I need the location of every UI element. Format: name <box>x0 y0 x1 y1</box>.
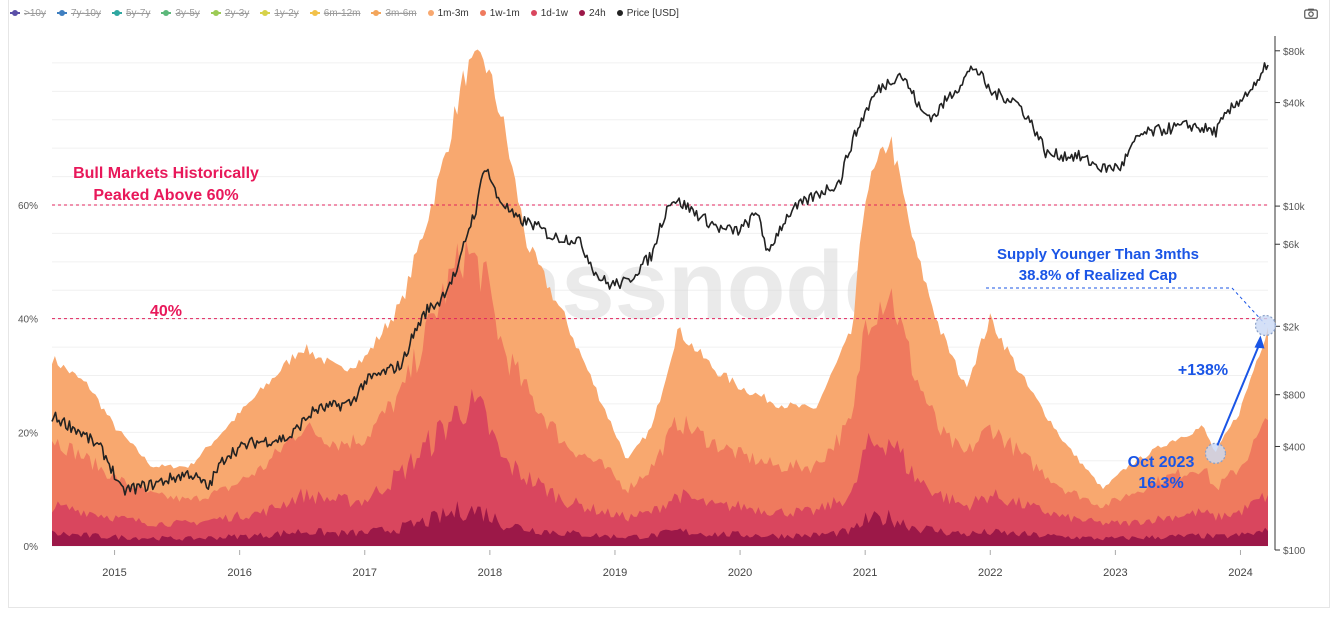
legend-label: 1d-1w <box>540 7 568 19</box>
legend-item[interactable]: 5y-7y <box>111 5 151 21</box>
legend-marker <box>161 10 172 16</box>
camera-icon[interactable] <box>1304 8 1318 19</box>
legend-item[interactable]: 1d-1w <box>530 5 568 21</box>
y-right-tick-label: $100 <box>1283 546 1306 557</box>
y-right-tick-label: $10k <box>1283 202 1306 213</box>
price-series <box>51 62 1269 496</box>
legend-marker <box>260 10 271 16</box>
annotation-change: +138% <box>1178 362 1228 379</box>
legend-marker <box>309 10 320 16</box>
marker-current <box>1254 314 1277 337</box>
legend-marker <box>616 10 623 16</box>
y-right-tick-label: $40k <box>1283 99 1306 110</box>
legend-marker <box>371 10 382 16</box>
annotations: Bull Markets Historically Peaked Above 60… <box>73 165 1277 492</box>
area-1w-1m <box>52 239 1268 546</box>
price-line <box>51 62 1269 496</box>
legend-label: Price [USD] <box>626 7 679 19</box>
y-right-tick-label: $80k <box>1283 47 1306 58</box>
legend-label: 1w-1m <box>489 7 520 19</box>
x-tick-label: 2023 <box>1103 567 1127 579</box>
y-left-tick-label: 60% <box>18 201 38 212</box>
annotation-oct-line1: Oct 2023 <box>1128 454 1195 471</box>
legend-label: >10y <box>24 7 46 19</box>
x-tick-label: 2018 <box>478 567 502 579</box>
legend-item[interactable]: 2y-3y <box>210 5 250 21</box>
legend-label: 2y-3y <box>224 7 250 19</box>
legend-item[interactable]: 3m-6m <box>371 5 417 21</box>
area-1d-1w <box>52 388 1268 546</box>
legend-label: 7y-10y <box>70 7 101 19</box>
legend-item[interactable]: 1w-1m <box>479 5 520 21</box>
legend-label: 6m-12m <box>323 7 361 19</box>
annotation-supply-line1: Supply Younger Than 3mths <box>997 246 1199 263</box>
legend-item[interactable]: 3y-5y <box>161 5 200 21</box>
area-1m-3m <box>52 49 1268 546</box>
legend-label: 24h <box>589 7 606 19</box>
reference-lines <box>52 204 1268 320</box>
legend-marker <box>530 10 537 16</box>
annotation-bull-line1: Bull Markets Historically <box>73 165 259 182</box>
legend-label: 3y-5y <box>175 7 200 19</box>
y-right-tick-label: $2k <box>1283 322 1300 333</box>
legend-marker <box>579 10 585 16</box>
legend-label: 1m-3m <box>437 7 469 19</box>
legend-item[interactable]: 24h <box>579 5 606 21</box>
legend-marker <box>10 10 20 16</box>
legend-label: 1y-2y <box>274 7 299 19</box>
legend-marker <box>479 10 486 16</box>
x-tick-label: 2019 <box>603 567 627 579</box>
legend-item[interactable]: Price [USD] <box>616 5 679 21</box>
annotation-bull-line2: Peaked Above 60% <box>93 187 238 204</box>
legend-marker <box>56 10 67 16</box>
x-tick-label: 2024 <box>1228 567 1252 579</box>
chart-frame <box>8 0 1330 608</box>
marker-oct-2023 <box>1204 442 1227 464</box>
x-tick-label: 2016 <box>227 567 251 579</box>
annotation-leader-line <box>986 287 1266 325</box>
y-left-tick-label: 40% <box>18 315 38 326</box>
legend-label: 5y-7y <box>125 7 151 19</box>
legend-item[interactable]: >10y <box>10 5 46 21</box>
area-series <box>52 49 1268 546</box>
y-right-tick-label: $400 <box>1283 442 1306 453</box>
arrow-head <box>1254 335 1265 349</box>
arrow-shaft <box>1216 341 1262 446</box>
legend-marker <box>427 10 434 16</box>
x-tick-label: 2015 <box>102 567 126 579</box>
axes: 0% 20% 40% 60% $100 $400 $800 $2k $6k $10k $40k $80… <box>18 36 1306 579</box>
annotation-supply-line2: 38.8% of Realized Cap <box>1019 267 1177 284</box>
legend-item[interactable]: 6m-12m <box>309 5 361 21</box>
annotation-forty: 40% <box>150 303 182 320</box>
legend-item[interactable]: 1y-2y <box>260 5 299 21</box>
x-tick-label: 2017 <box>353 567 377 579</box>
annotation-oct-line2: 16.3% <box>1138 475 1183 492</box>
legend-item[interactable]: 1m-3m <box>427 5 469 21</box>
x-tick-label: 2022 <box>978 567 1002 579</box>
y-right-tick-label: $800 <box>1283 391 1306 402</box>
legend-marker <box>210 10 221 16</box>
legend-marker <box>111 10 122 16</box>
legend-label: 3m-6m <box>385 7 417 19</box>
y-left-tick-label: 20% <box>18 428 38 439</box>
x-tick-label: 2021 <box>853 567 877 579</box>
y-left-tick-label: 0% <box>24 542 39 553</box>
area-24h <box>52 501 1268 546</box>
legend-item[interactable]: 7y-10y <box>56 5 101 21</box>
y-right-tick-label: $6k <box>1283 240 1300 251</box>
legend: >10y 7y-10y 5y-7y 3y-5y 2y-3y 1y-2y 6m-12m 3m-6… <box>10 5 690 21</box>
x-tick-label: 2020 <box>728 567 752 579</box>
